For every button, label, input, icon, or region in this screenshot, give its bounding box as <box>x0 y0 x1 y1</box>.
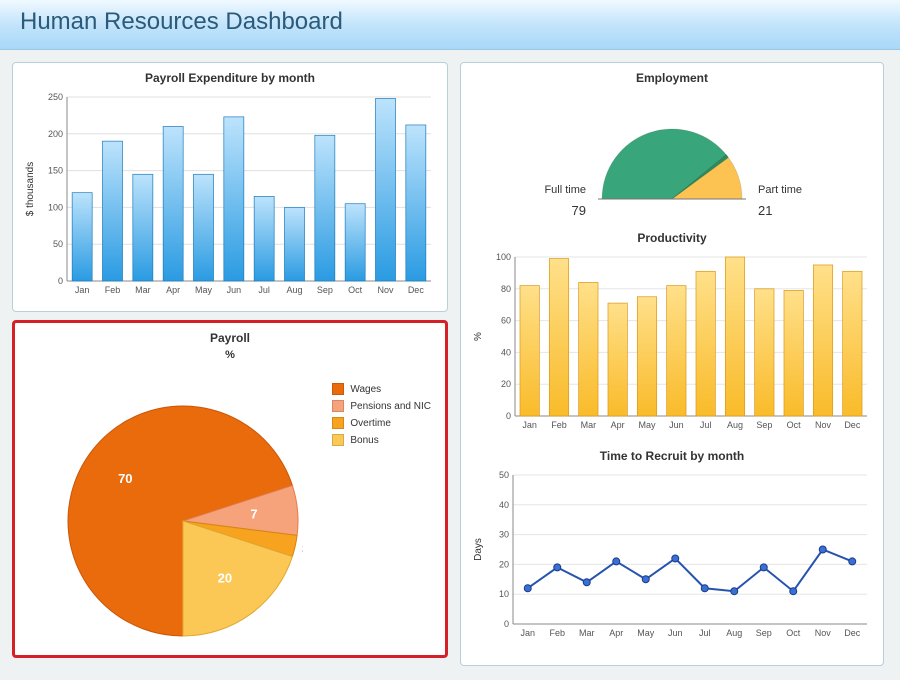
pie-legend: Wages Pensions and NIC Overtime Bonus <box>332 383 431 451</box>
svg-text:Aug: Aug <box>726 628 742 638</box>
legend-label: Bonus <box>350 435 378 446</box>
chart-title: Payroll Expenditure by month <box>21 71 439 85</box>
svg-text:Dec: Dec <box>844 420 861 430</box>
svg-text:Mar: Mar <box>579 628 595 638</box>
title-bar: Human Resources Dashboard <box>0 0 900 50</box>
panel-right: Employment Full time Part time 79 21 Produc… <box>460 62 884 666</box>
svg-text:Feb: Feb <box>549 628 565 638</box>
svg-text:10: 10 <box>499 589 509 599</box>
legend-item: Wages <box>332 383 431 395</box>
svg-text:50: 50 <box>499 470 509 480</box>
svg-text:250: 250 <box>48 92 63 102</box>
svg-text:60: 60 <box>501 316 511 326</box>
bar-chart-payroll-expenditure: 0 50 100 150 200 250 Jan Feb Mar Apr May Jun Jul Aug S… <box>21 89 439 309</box>
svg-text:Nov: Nov <box>815 628 832 638</box>
legend-label: Overtime <box>350 418 391 429</box>
svg-text:Dec: Dec <box>844 628 861 638</box>
legend-swatch <box>332 383 344 395</box>
svg-text:Oct: Oct <box>348 285 363 295</box>
svg-text:80: 80 <box>501 284 511 294</box>
svg-text:Jun: Jun <box>668 628 683 638</box>
chart-subtitle: % <box>23 349 437 361</box>
svg-text:May: May <box>638 420 656 430</box>
svg-text:Aug: Aug <box>286 285 302 295</box>
svg-text:20: 20 <box>499 559 509 569</box>
svg-text:50: 50 <box>53 239 63 249</box>
svg-text:Jul: Jul <box>699 628 711 638</box>
svg-text:Dec: Dec <box>408 285 425 295</box>
svg-text:20: 20 <box>501 379 511 389</box>
svg-text:Full time: Full time <box>544 184 586 196</box>
svg-text:0: 0 <box>58 276 63 286</box>
svg-text:Nov: Nov <box>815 420 832 430</box>
svg-text:Mar: Mar <box>581 420 597 430</box>
svg-text:Part time: Part time <box>758 184 802 196</box>
svg-text:Nov: Nov <box>377 285 394 295</box>
svg-text:Jul: Jul <box>700 420 712 430</box>
svg-text:30: 30 <box>499 530 509 540</box>
gauge-svg: Full time Part time 79 21 <box>469 89 875 229</box>
chart-title: Time to Recruit by month <box>469 449 875 463</box>
svg-text:79: 79 <box>572 203 586 218</box>
legend-label: Pensions and NIC <box>350 401 431 412</box>
svg-text:Jun: Jun <box>227 285 242 295</box>
legend-swatch <box>332 434 344 446</box>
svg-text:Jan: Jan <box>520 628 535 638</box>
legend-label: Wages <box>350 384 381 395</box>
svg-text:100: 100 <box>48 202 63 212</box>
dashboard: Payroll Expenditure by month 05010015020… <box>0 50 900 678</box>
panel-payroll-pie: Payroll % 70 7 3 20 Wages Pensions and NIC Ov… <box>12 320 448 658</box>
line-chart-recruit: Time to Recruit by month 0 10 20 30 40 50 Jan F… <box>469 449 875 657</box>
chart-title: Payroll <box>23 331 437 345</box>
svg-text:Feb: Feb <box>551 420 567 430</box>
svg-text:7: 7 <box>250 506 257 521</box>
svg-text:Sep: Sep <box>317 285 333 295</box>
panel-payroll-expenditure: Payroll Expenditure by month 0 50 100 150 20… <box>12 62 448 312</box>
legend-swatch <box>332 400 344 412</box>
svg-text:Sep: Sep <box>756 628 772 638</box>
svg-text:3: 3 <box>302 542 303 556</box>
svg-text:21: 21 <box>758 203 772 218</box>
svg-text:Sep: Sep <box>756 420 772 430</box>
svg-text:%: % <box>473 332 484 341</box>
chart-title: Employment <box>469 71 875 85</box>
legend-item: Bonus <box>332 434 431 446</box>
svg-text:Mar: Mar <box>135 285 151 295</box>
svg-text:May: May <box>195 285 213 295</box>
svg-text:Apr: Apr <box>611 420 625 430</box>
pie-chart-payroll: 70 7 3 20 <box>23 361 303 651</box>
legend-item: Pensions and NIC <box>332 400 431 412</box>
svg-text:40: 40 <box>501 347 511 357</box>
productivity-svg: 0 20 40 60 80 100 Jan Feb Mar Apr May Jun Jul Aug Sep O… <box>469 249 875 444</box>
svg-text:Jan: Jan <box>75 285 90 295</box>
bar-chart-productivity: Productivity 0 20 40 60 80 100 Jan Feb Mar Apr May… <box>469 231 875 449</box>
svg-text:Apr: Apr <box>166 285 180 295</box>
svg-text:100: 100 <box>496 252 511 262</box>
gauge-employment: Employment Full time Part time 79 21 <box>469 71 875 231</box>
svg-text:150: 150 <box>48 166 63 176</box>
svg-text:May: May <box>637 628 655 638</box>
svg-text:40: 40 <box>499 500 509 510</box>
chart-title: Productivity <box>469 231 875 245</box>
svg-text:200: 200 <box>48 129 63 139</box>
svg-text:Oct: Oct <box>787 420 802 430</box>
svg-text:Jul: Jul <box>258 285 270 295</box>
legend-item: Overtime <box>332 417 431 429</box>
svg-text:Oct: Oct <box>786 628 801 638</box>
svg-text:Jun: Jun <box>669 420 684 430</box>
svg-text:Feb: Feb <box>105 285 121 295</box>
svg-text:0: 0 <box>504 619 509 629</box>
svg-text:Apr: Apr <box>609 628 623 638</box>
svg-text:20: 20 <box>218 571 232 586</box>
svg-text:0: 0 <box>506 411 511 421</box>
svg-text:Jan: Jan <box>522 420 537 430</box>
svg-text:Days: Days <box>473 538 484 561</box>
recruit-svg: 0 10 20 30 40 50 Jan Feb Mar Apr May Jun Jul Aug Sep Oc… <box>469 467 875 652</box>
legend-swatch <box>332 417 344 429</box>
svg-text:$ thousands: $ thousands <box>25 162 36 217</box>
page-title: Human Resources Dashboard <box>20 8 880 36</box>
svg-text:70: 70 <box>118 471 132 486</box>
svg-text:Aug: Aug <box>727 420 743 430</box>
